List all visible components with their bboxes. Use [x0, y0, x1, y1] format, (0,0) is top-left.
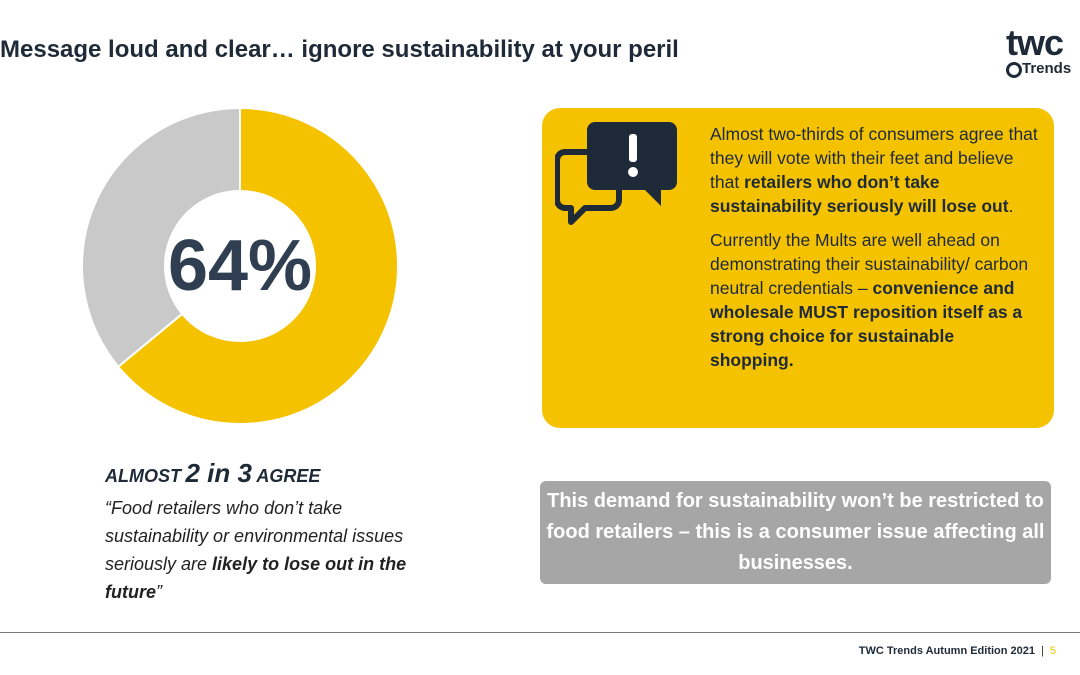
magnifier-icon [1006, 62, 1022, 78]
footer-divider [0, 632, 1080, 633]
donut-slice-other [82, 108, 241, 369]
footer: TWC Trends Autumn Edition 2021 | 5 [859, 645, 1056, 657]
donut-slice-agree [116, 108, 398, 424]
callout-text: Almost two-thirds of consumers agree tha… [710, 122, 1040, 382]
chat-alert-icon [555, 122, 677, 225]
p2-start: Currently the Mults are well ahead on de… [710, 230, 1029, 298]
quote-start: “Food retailers who don’t take sustainab… [105, 498, 404, 574]
callout-paragraph-2: Currently the Mults are well ahead on de… [710, 228, 1040, 372]
p2-bold: convenience and wholesale MUST repositio… [710, 278, 1023, 370]
donut-center-label: 64% [168, 226, 312, 306]
donut-chart: 64% [82, 108, 398, 424]
p1-end: . [1008, 196, 1014, 216]
page-title: Message loud and clear… ignore sustainab… [0, 36, 679, 63]
conclusion-callout: This demand for sustainability won’t be … [540, 481, 1051, 584]
quote-end: ” [156, 582, 162, 602]
stat-number: 2 in 3 [185, 458, 252, 488]
callout-paragraph-1: Almost two-thirds of consumers agree tha… [710, 122, 1040, 218]
stat-quote: “Food retailers who don’t take sustainab… [105, 494, 425, 606]
stat-headline: ALMOST 2 in 3 AGREE [105, 458, 320, 489]
conclusion-text: This demand for sustainability won’t be … [546, 490, 1045, 574]
twc-trends-logo: twc Trends [1000, 22, 1080, 82]
logo-sub-text: Trends [1022, 60, 1072, 77]
logo-main-text: twc [1006, 22, 1064, 63]
stat-suffix: AGREE [256, 466, 321, 486]
quote-bold: likely to lose out in the future [105, 554, 407, 602]
p1-start: Almost two-thirds of consumers agree tha… [710, 124, 1038, 192]
stat-prefix: ALMOST [105, 466, 181, 486]
footer-edition: TWC Trends Autumn Edition 2021 [858, 645, 1036, 657]
p1-bold: retailers who don’t take sustainability … [710, 172, 1009, 216]
footer-separator: | [1041, 645, 1044, 657]
page-number: 5 [1049, 645, 1056, 657]
